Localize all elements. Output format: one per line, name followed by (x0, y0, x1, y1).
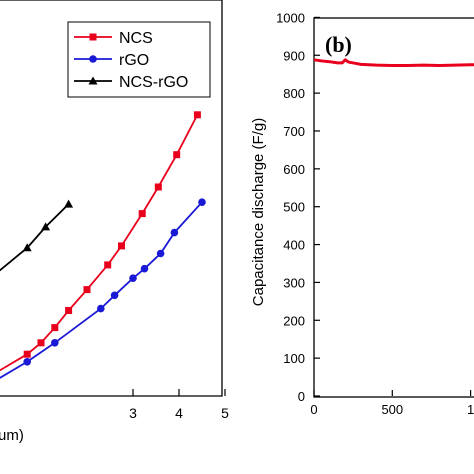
panel-a-x-axis-label: um) (0, 427, 24, 444)
panel-b-x-ticks (313, 390, 472, 396)
series-rgo (0, 198, 206, 379)
data-point (97, 304, 105, 313)
y-tick-label: 1000 (276, 10, 305, 25)
data-point (170, 228, 179, 237)
panel-a-x-ticks (132, 389, 226, 396)
data-point (110, 291, 119, 300)
data-point (23, 358, 32, 366)
panel-a-legend: NCS rGO NCS-rGO (67, 21, 211, 98)
x-tick-label: 4 (175, 405, 183, 421)
series-line (0, 203, 70, 272)
panel-b-series (313, 58, 474, 67)
legend-entry: rGO (74, 52, 149, 69)
capacitance-series-line (313, 58, 474, 67)
y-tick-label: 100 (283, 351, 305, 366)
data-point (22, 243, 32, 252)
x-tick-label: 500 (381, 402, 403, 417)
data-point (140, 264, 149, 273)
data-point (83, 286, 91, 294)
y-tick-label: 600 (283, 162, 305, 177)
data-point (65, 307, 73, 314)
x-tick-label: 3 (129, 405, 137, 421)
panel-b-y-axis-label: Capacitance discharge (F/g) (250, 118, 267, 306)
panel-a-series (0, 111, 206, 379)
data-point (173, 151, 181, 159)
panel-a: 3 4 5 um) NCS rGO NCS-rGO (0, 0, 229, 444)
data-point (51, 324, 59, 332)
x-tick-label: 5 (221, 405, 229, 421)
legend-marker (88, 76, 98, 85)
x-tick-label: 0 (310, 402, 317, 417)
data-point (129, 274, 137, 283)
panel-b-x-tick-labels: 0 500 1 (310, 402, 474, 417)
data-point (118, 242, 125, 250)
y-tick-label: 500 (283, 200, 305, 215)
panel-b-y-tick-labels: 0 100 200 300 400 500 600 700 800 900 1000 (276, 10, 305, 404)
data-point (104, 261, 112, 269)
data-point (37, 339, 45, 347)
panel-b-label: (b) (325, 32, 352, 57)
data-point (41, 222, 51, 231)
legend-entry: NCS-rGO (74, 74, 188, 91)
legend-marker (89, 33, 97, 41)
y-tick-label: 300 (283, 275, 305, 290)
panel-b-y-ticks (314, 16, 320, 397)
legend-label: NCS (119, 30, 153, 47)
series-ncs (0, 111, 201, 372)
panel-a-x-tick-labels: 3 4 5 (129, 405, 229, 421)
data-point (154, 183, 162, 191)
series-line (0, 201, 203, 379)
panel-b: 0 100 200 300 400 500 600 700 800 900 1000 0 500 1 C… (250, 10, 474, 417)
data-point (138, 210, 146, 218)
y-tick-label: 400 (283, 238, 305, 253)
y-tick-label: 0 (298, 389, 305, 404)
legend-items: NCS rGO NCS-rGO (74, 30, 188, 91)
x-tick-label: 1 (467, 402, 474, 417)
data-point (23, 350, 31, 358)
y-tick-label: 900 (283, 48, 305, 63)
y-tick-label: 800 (283, 86, 305, 101)
panel-b-axis-frame (313, 17, 474, 398)
y-tick-label: 700 (283, 124, 305, 139)
data-point (64, 199, 74, 208)
series-ncs-rgo (0, 199, 74, 272)
legend-label: rGO (119, 52, 149, 69)
legend-label: NCS-rGO (119, 74, 188, 91)
data-point (156, 249, 165, 258)
data-point (198, 198, 206, 206)
y-tick-label: 200 (283, 313, 305, 328)
legend-entry: NCS (74, 30, 153, 47)
legend-marker (89, 55, 97, 63)
panel-a-axis-frame (0, 0, 223, 397)
data-point (51, 339, 59, 347)
data-point (193, 111, 201, 119)
